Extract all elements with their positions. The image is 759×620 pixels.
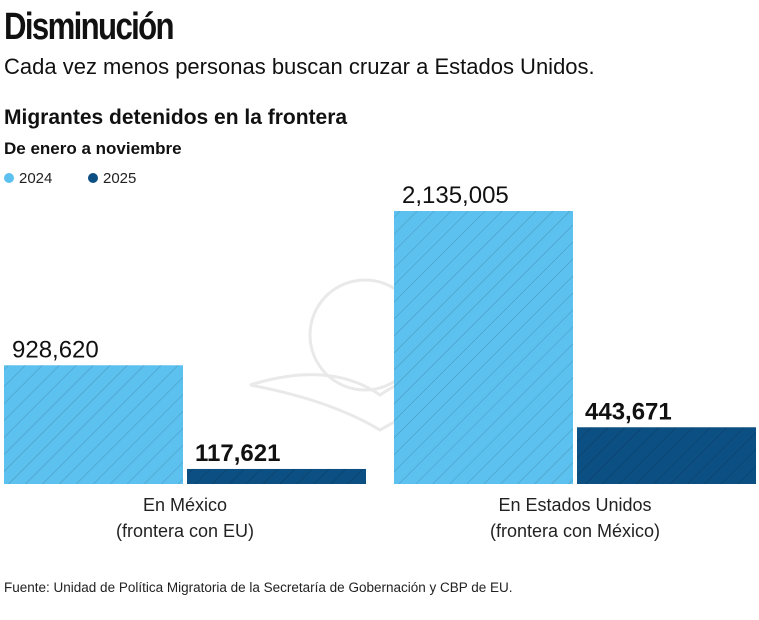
data-label: 117,621: [195, 440, 280, 467]
headline: Disminución: [4, 6, 175, 48]
bar-hatch: [577, 427, 756, 484]
data-label: 928,620: [12, 336, 99, 363]
legend-dot-icon: [88, 173, 98, 183]
source-note: Fuente: Unidad de Política Migratoria de…: [4, 580, 513, 595]
legend-label: 2024: [19, 170, 53, 187]
category-label: En México: [143, 495, 227, 515]
data-label: 2,135,005: [402, 182, 509, 209]
bar-hatch: [187, 468, 366, 484]
legend-item-2024: 2024: [4, 170, 52, 187]
legend-label: 2025: [103, 170, 137, 187]
subheadline: Cada vez menos personas buscan cruzar a …: [4, 54, 595, 79]
chart-subtitle: De enero a noviembre: [4, 139, 182, 158]
legend-item-2025: 2025: [88, 170, 136, 187]
data-label: 443,671: [585, 398, 672, 425]
legend-dot-icon: [4, 173, 14, 183]
bar-hatch: [4, 365, 183, 484]
category-label: En Estados Unidos: [498, 495, 651, 515]
category-label: (frontera con EU): [116, 521, 254, 541]
chart-title: Migrantes detenidos en la frontera: [4, 106, 348, 129]
bar-hatch: [394, 211, 573, 484]
category-label: (frontera con México): [490, 521, 660, 541]
